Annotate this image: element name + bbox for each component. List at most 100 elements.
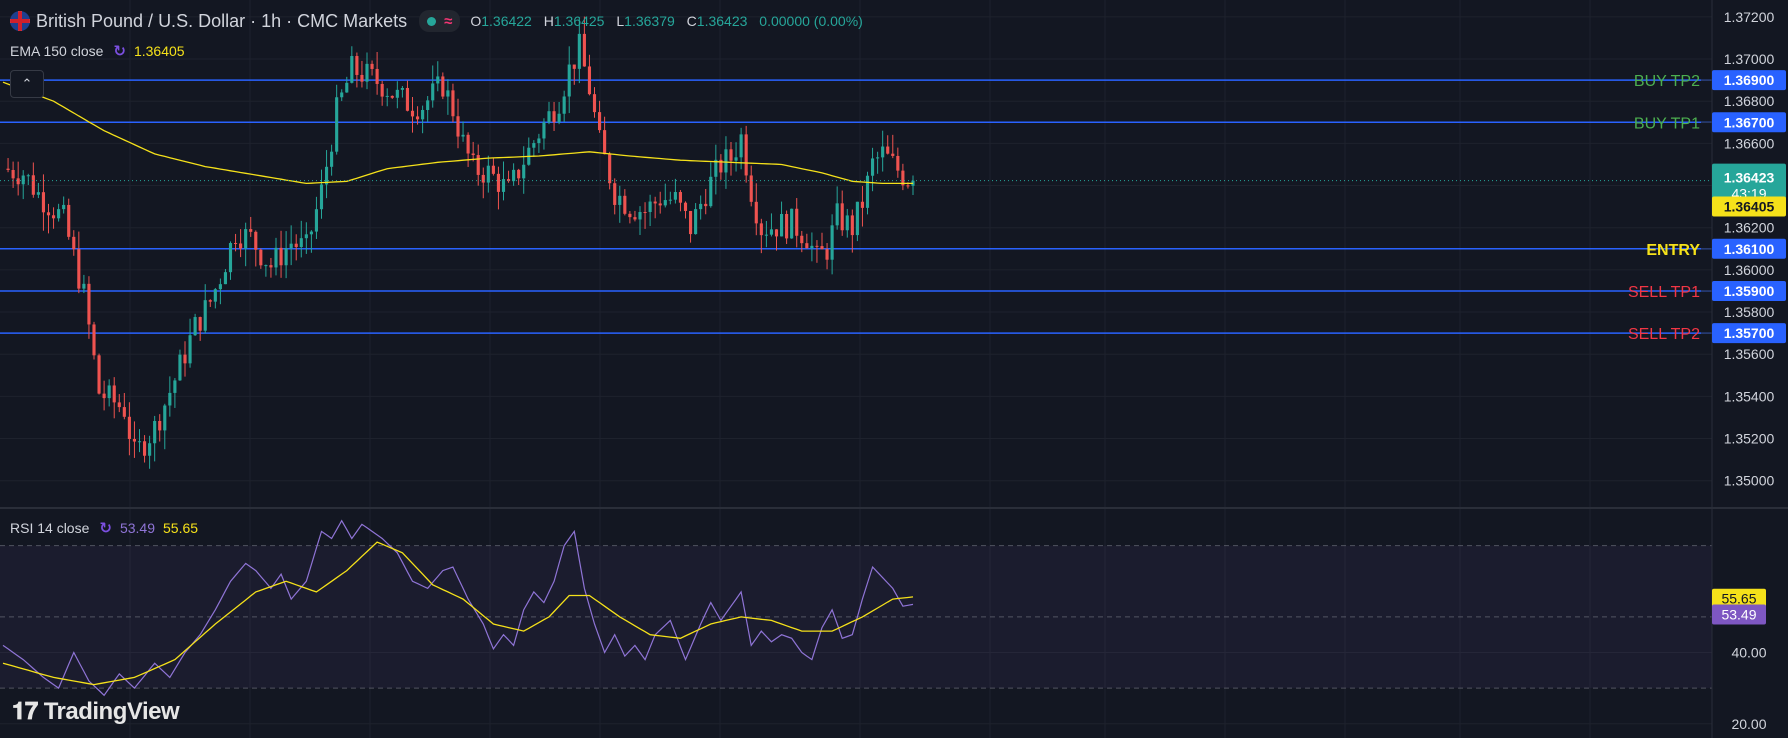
collapse-legend-button[interactable]: ⌃ xyxy=(10,70,44,98)
ohlc-close-key: C xyxy=(686,13,697,29)
candle-body xyxy=(350,56,354,83)
candle-body xyxy=(117,402,121,408)
candle-body xyxy=(395,89,399,98)
candle-body xyxy=(759,223,763,236)
candle-body xyxy=(92,324,96,356)
candle-body xyxy=(102,393,106,399)
candle-body xyxy=(820,246,824,250)
candle-body xyxy=(314,209,319,232)
ohlc-low-value: 1.36379 xyxy=(624,13,675,29)
data-feed-icon: ≈ xyxy=(444,12,453,30)
data-loading-icon: ↻ xyxy=(113,43,126,60)
candle-body xyxy=(512,169,516,182)
level-label: BUY TP1 xyxy=(1634,115,1700,132)
candle-body xyxy=(623,195,627,214)
ohlc-low-key: L xyxy=(616,13,625,29)
price-tick-label: 1.35800 xyxy=(1724,304,1775,320)
ema-price-value: 1.36405 xyxy=(1724,198,1775,214)
ohlc-open-value: 1.36422 xyxy=(481,13,532,29)
candle-body xyxy=(881,146,885,158)
candle-body xyxy=(324,166,329,185)
price-tick-label: 1.35200 xyxy=(1724,431,1775,447)
candle-body xyxy=(552,111,556,123)
data-loading-icon: ↻ xyxy=(99,520,112,537)
candle-body xyxy=(375,68,379,84)
candle-body xyxy=(663,200,667,206)
candle-body xyxy=(431,83,435,101)
candle-body xyxy=(704,203,708,207)
candle-body xyxy=(779,214,784,237)
candle-body xyxy=(754,201,758,224)
candle-body xyxy=(714,159,718,177)
candle-body xyxy=(683,202,688,211)
tradingview-logo[interactable]: 𝟏𝟕 TradingView xyxy=(12,698,180,726)
candle-body xyxy=(264,265,268,267)
rsi-legend[interactable]: RSI 14 close ↻ 53.49 55.65 xyxy=(10,519,198,537)
candle-body xyxy=(906,185,910,187)
level-label: SELL TP2 xyxy=(1628,326,1700,343)
candle-body xyxy=(436,76,440,84)
candle-body xyxy=(688,210,693,235)
candle-body xyxy=(764,234,768,236)
candle-body xyxy=(41,192,46,213)
candle-body xyxy=(198,317,202,331)
candle-body xyxy=(405,87,410,111)
price-tick-label: 1.35600 xyxy=(1724,346,1775,362)
candle-body xyxy=(360,74,364,82)
candle-body xyxy=(694,209,698,235)
candle-body xyxy=(158,420,162,431)
level-label: BUY TP2 xyxy=(1634,73,1700,90)
ema-price-tag xyxy=(1712,196,1786,217)
candle-body xyxy=(148,443,152,456)
candle-body xyxy=(132,438,137,442)
ohlc-high-key: H xyxy=(543,13,554,29)
candle-body xyxy=(284,248,288,266)
candle-body xyxy=(441,76,445,97)
candle-body xyxy=(228,243,233,273)
rsi-tick-label: 40.00 xyxy=(1731,645,1766,661)
candle-body xyxy=(557,113,561,123)
candle-body xyxy=(673,192,677,200)
chevron-up-icon: ⌃ xyxy=(21,76,33,91)
price-tick-label: 1.37200 xyxy=(1724,9,1775,25)
candlesticks xyxy=(6,16,915,469)
symbol-title[interactable]: British Pound / U.S. Dollar · 1h · CMC M… xyxy=(36,10,408,31)
candle-body xyxy=(426,100,430,110)
candle-body xyxy=(309,231,313,235)
candle-body xyxy=(567,64,571,97)
candle-body xyxy=(365,63,369,82)
candle-body xyxy=(481,174,485,183)
candle-body xyxy=(415,116,420,120)
candle-body xyxy=(31,175,35,195)
candle-body xyxy=(153,420,157,444)
candle-body xyxy=(173,380,177,393)
candle-body xyxy=(572,64,576,69)
ohlc-change: 0.00000 (0.00%) xyxy=(759,13,863,29)
market-status-pill[interactable]: ≈ xyxy=(419,10,461,32)
rsi-value: 53.49 xyxy=(1721,606,1756,622)
rsi-band-layer xyxy=(0,545,1712,689)
candle-body xyxy=(163,405,167,431)
candle-body xyxy=(299,238,303,248)
candle-body xyxy=(496,173,501,192)
candle-body xyxy=(51,215,56,219)
candle-body xyxy=(239,243,243,249)
candle-body xyxy=(769,229,774,235)
candle-body xyxy=(340,92,344,98)
candle-body xyxy=(208,300,212,302)
candle-body xyxy=(678,192,683,203)
candle-body xyxy=(107,385,111,399)
candle-body xyxy=(77,249,81,289)
candle-body xyxy=(501,179,506,192)
candle-body xyxy=(719,159,723,173)
rsi-ma-price-tag xyxy=(1712,588,1766,609)
candle-body xyxy=(370,63,374,69)
candle-body xyxy=(21,175,25,185)
candle-body xyxy=(259,249,263,266)
ema-legend[interactable]: EMA 150 close ↻ 1.36405 xyxy=(10,42,185,60)
candle-body xyxy=(97,355,101,394)
candle-body xyxy=(304,234,308,239)
rsi-legend-value: 53.49 xyxy=(119,520,155,536)
candle-body xyxy=(517,169,521,179)
